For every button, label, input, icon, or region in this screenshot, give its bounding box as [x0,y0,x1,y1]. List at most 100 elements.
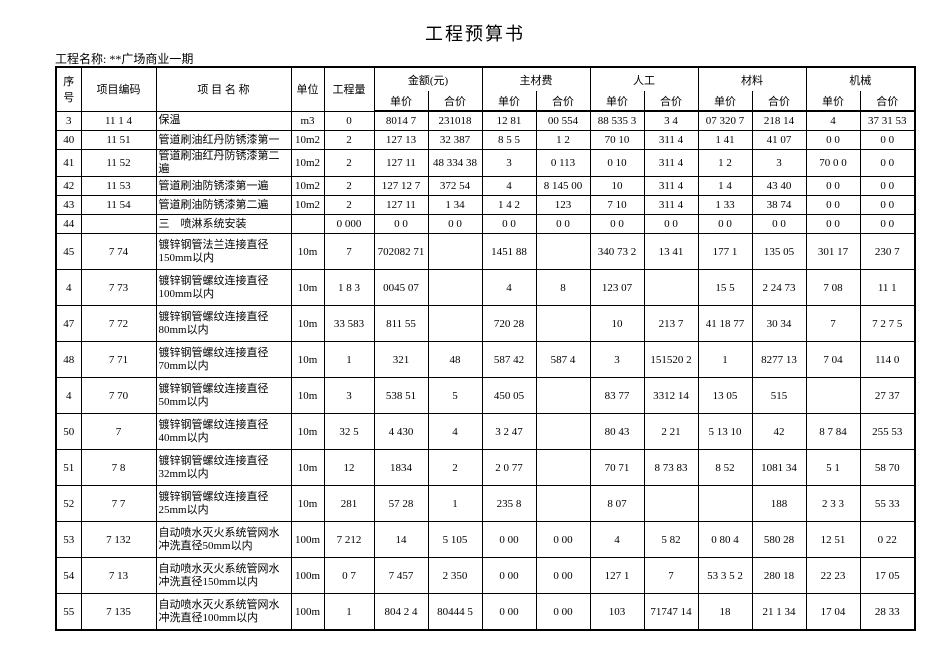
table-cell: 0 00 [481,521,537,558]
table-cell: 镀锌钢管螺纹连接直径80mm以内 [155,305,292,342]
table-cell: 230 7 [859,233,916,270]
table-cell: 4 [481,176,537,196]
table-cell: 0045 07 [373,269,429,306]
table-cell: 12 51 [805,521,861,558]
table-cell: 13 41 [643,233,699,270]
column-header: 项 目 名 称 [155,67,292,111]
table-cell: 0 00 [481,593,537,631]
table-cell [805,377,861,414]
table-cell: 123 07 [589,269,645,306]
table-cell: 1 4 2 [481,195,537,215]
table-cell: 41 07 [751,130,807,150]
table-cell: 0 0 [805,130,861,150]
table-cell: 2 350 [427,557,483,594]
table-cell: 7 212 [323,521,375,558]
table-cell: 0 0 [859,176,916,196]
table-row: 3 11 1 4 保温 m3 0 8014 7 231018 12 81 00 554 88 53… [55,110,916,131]
table-cell: 22 23 [805,557,861,594]
table-cell [80,214,157,234]
table-cell: 12 81 [481,110,537,131]
table-cell: 0 0 [751,214,807,234]
table-cell: 45 [55,233,82,270]
table-cell: 720 28 [481,305,537,342]
table-cell: 11 54 [80,195,157,215]
table-cell [643,485,699,522]
column-header: 单位 [290,67,325,111]
table-cell: 1 4 [697,176,753,196]
table-cell: 311 4 [643,176,699,196]
table-row: 47 7 72 镀锌钢管螺纹连接直径80mm以内 10m 33 583 811 55 720… [55,305,916,342]
table-row: 40 11 51 管道刷油红丹防锈漆第一 10m2 2 127 13 32 387 8 5 5… [55,130,916,150]
table-cell: 0 0 [481,214,537,234]
table-cell: 88 535 3 [589,110,645,131]
table-cell: 55 33 [859,485,916,522]
table-cell: 5 1 [805,449,861,486]
table-cell: 14 [373,521,429,558]
table-cell: 自动喷水灭火系统管网水冲洗直径100mm以内 [155,593,292,631]
table-cell: 10m [290,485,325,522]
title: 工程预算书 [425,24,525,44]
sub-header: 合价 [643,91,699,112]
table-cell: 135 05 [751,233,807,270]
table-cell: 7 08 [805,269,861,306]
table-cell: 103 [589,593,645,631]
group-header: 人工 [589,67,699,91]
sub-header: 单价 [481,91,537,112]
table-cell: 372 54 [427,176,483,196]
table-cell: 57 28 [373,485,429,522]
table-cell: 114 0 [859,341,916,378]
table-cell: 8 145 00 [535,176,591,196]
table-cell: 3 2 47 [481,413,537,450]
table-cell: 177 1 [697,233,753,270]
group-header: 材料 [697,67,807,91]
table-cell: 0 0 [859,195,916,215]
table-cell: 53 [55,521,82,558]
table-row: 55 7 135 自动喷水灭火系统管网水冲洗直径100mm以内 100m 1 804 2 … [55,593,916,631]
table-cell: 280 18 [751,557,807,594]
table-cell: 7 72 [80,305,157,342]
table-cell: 5 105 [427,521,483,558]
table-cell: 7 73 [80,269,157,306]
table-cell: 70 10 [589,130,645,150]
table-cell: 127 1 [589,557,645,594]
table-row: 51 7 8 镀锌钢管螺纹连接直径32mm以内 10m 12 1834 2 2 0 77 70 … [55,449,916,486]
table-cell: 32 5 [323,413,375,450]
table-cell [535,485,591,522]
table-cell: 0 0 [805,176,861,196]
table-cell: 4 [427,413,483,450]
table-cell: 2 [323,176,375,196]
sub-header: 单价 [805,91,861,112]
table-cell: 保温 [155,110,292,131]
table-cell: 21 1 34 [751,593,807,631]
table-cell: 255 53 [859,413,916,450]
table-cell: 11 52 [80,149,157,177]
table-cell: 10m [290,305,325,342]
table-cell: 127 12 7 [373,176,429,196]
project-name: 工程名称: **广场商业一期 [55,52,194,66]
table-cell: 33 583 [323,305,375,342]
table-cell: 三 喷淋系统安装 [155,214,292,234]
table-cell: 1081 34 [751,449,807,486]
table-cell: 7 135 [80,593,157,631]
table-cell: 2 21 [643,413,699,450]
table-cell: 2 [323,195,375,215]
table-cell: 10m [290,377,325,414]
table-cell: 10 [589,176,645,196]
table-cell: 1 [427,485,483,522]
table-cell: 0 000 [323,214,375,234]
table-cell: 702082 71 [373,233,429,270]
table-cell: 5 82 [643,521,699,558]
table-cell: m3 [290,110,325,131]
table-cell: 7 70 [80,377,157,414]
table-cell: 38 74 [751,195,807,215]
table-cell: 0 00 [535,557,591,594]
table-cell: 5 13 10 [697,413,753,450]
table-row: 42 11 53 管道刷油防锈漆第一遍 10m2 2 127 12 7 372 54 4 8 1… [55,176,916,196]
table-row: 52 7 7 镀锌钢管螺纹连接直径25mm以内 10m 281 57 28 1 235 8 8 … [55,485,916,522]
sub-header: 单价 [697,91,753,112]
table-cell: 0 0 [427,214,483,234]
table-cell: 0 113 [535,149,591,177]
